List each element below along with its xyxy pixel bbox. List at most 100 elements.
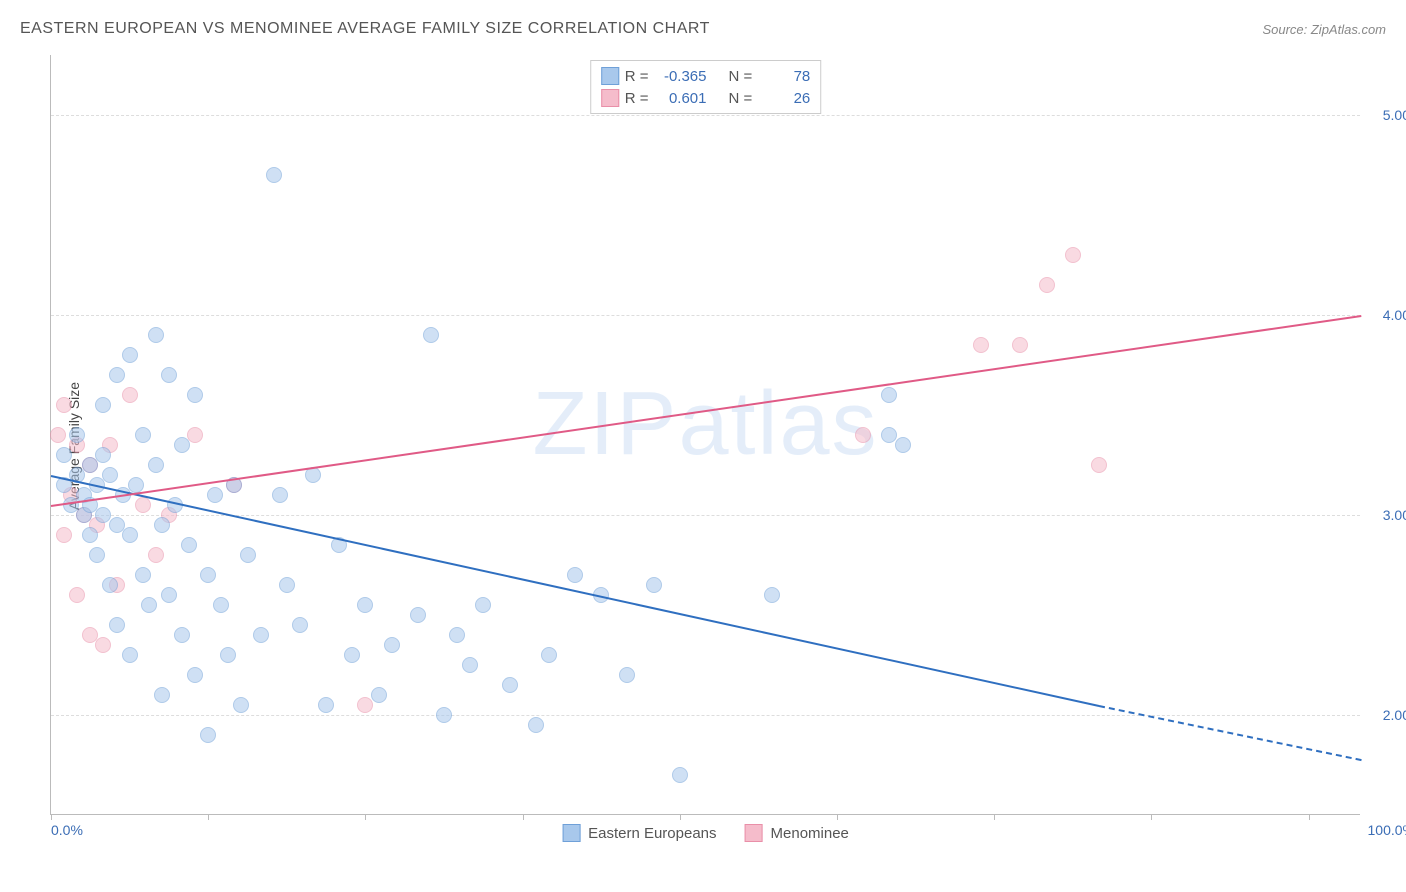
pink-point	[95, 637, 111, 653]
blue-point	[646, 577, 662, 593]
blue-point	[672, 767, 688, 783]
blue-point	[423, 327, 439, 343]
x-tick-max: 100.0%	[1368, 822, 1406, 838]
n-value-pink: 26	[760, 90, 810, 107]
chart-title: EASTERN EUROPEAN VS MENOMINEE AVERAGE FA…	[20, 20, 710, 38]
pink-point	[1065, 247, 1081, 263]
pink-point	[50, 427, 66, 443]
blue-point	[122, 527, 138, 543]
correlation-legend: R = -0.365 N = 78 R = 0.601 N = 26	[590, 60, 822, 114]
x-tick-mark	[51, 814, 52, 820]
series-legend: Eastern Europeans Menominee	[562, 824, 849, 842]
blue-point	[528, 717, 544, 733]
gridline	[51, 315, 1360, 316]
blue-point	[161, 367, 177, 383]
correlation-row-blue: R = -0.365 N = 78	[601, 65, 811, 87]
pink-point	[56, 527, 72, 543]
pink-point	[1012, 337, 1028, 353]
blue-point	[122, 647, 138, 663]
blue-point	[82, 527, 98, 543]
blue-point	[154, 517, 170, 533]
watermark: ZIPatlas	[532, 373, 878, 476]
blue-point	[135, 427, 151, 443]
blue-point	[213, 597, 229, 613]
blue-point	[141, 597, 157, 613]
blue-point	[220, 647, 236, 663]
r-label: R =	[625, 90, 649, 107]
x-tick-mark	[523, 814, 524, 820]
blue-point	[253, 627, 269, 643]
x-tick-min: 0.0%	[51, 822, 83, 838]
blue-point	[200, 727, 216, 743]
blue-point	[502, 677, 518, 693]
pink-point	[973, 337, 989, 353]
blue-point	[240, 547, 256, 563]
blue-point	[154, 687, 170, 703]
pink-point	[855, 427, 871, 443]
blue-point	[95, 447, 111, 463]
blue-point	[200, 567, 216, 583]
swatch-pink-icon	[745, 824, 763, 842]
blue-point	[174, 437, 190, 453]
source-attribution: Source: ZipAtlas.com	[1262, 22, 1386, 37]
y-tick-label: 3.00	[1365, 507, 1406, 523]
blue-point	[462, 657, 478, 673]
pink-point	[1039, 277, 1055, 293]
n-label: N =	[729, 68, 753, 85]
blue-point	[410, 607, 426, 623]
scatter-plot: ZIPatlas R = -0.365 N = 78 R = 0.601 N =…	[50, 55, 1360, 815]
swatch-blue-icon	[601, 67, 619, 85]
legend-label-pink: Menominee	[771, 825, 849, 842]
blue-point	[148, 457, 164, 473]
blue-point	[344, 647, 360, 663]
pink-point	[69, 587, 85, 603]
blue-point	[102, 467, 118, 483]
y-tick-label: 5.00	[1365, 107, 1406, 123]
x-tick-mark	[365, 814, 366, 820]
blue-point	[174, 627, 190, 643]
pink-point	[56, 397, 72, 413]
blue-point	[318, 697, 334, 713]
x-tick-mark	[837, 814, 838, 820]
gridline	[51, 715, 1360, 716]
blue-point	[148, 327, 164, 343]
legend-label-blue: Eastern Europeans	[588, 825, 716, 842]
y-tick-label: 4.00	[1365, 307, 1406, 323]
legend-item-blue: Eastern Europeans	[562, 824, 716, 842]
blue-point	[102, 577, 118, 593]
blue-point	[109, 617, 125, 633]
blue-point	[89, 547, 105, 563]
x-tick-mark	[680, 814, 681, 820]
y-tick-label: 2.00	[1365, 707, 1406, 723]
blue-point	[357, 597, 373, 613]
blue-point	[95, 397, 111, 413]
blue-point	[449, 627, 465, 643]
blue-point	[764, 587, 780, 603]
swatch-blue-icon	[562, 824, 580, 842]
pink-trend-line	[51, 315, 1361, 507]
blue-trend-extrapolation	[1099, 705, 1361, 761]
x-tick-mark	[994, 814, 995, 820]
r-label: R =	[625, 68, 649, 85]
blue-point	[181, 537, 197, 553]
blue-point	[187, 387, 203, 403]
blue-point	[541, 647, 557, 663]
r-value-blue: -0.365	[657, 68, 707, 85]
pink-point	[122, 387, 138, 403]
gridline	[51, 115, 1360, 116]
correlation-row-pink: R = 0.601 N = 26	[601, 87, 811, 109]
x-tick-mark	[1309, 814, 1310, 820]
blue-point	[109, 367, 125, 383]
blue-point	[207, 487, 223, 503]
blue-point	[187, 667, 203, 683]
legend-item-pink: Menominee	[745, 824, 849, 842]
blue-point	[384, 637, 400, 653]
x-tick-mark	[208, 814, 209, 820]
blue-point	[371, 687, 387, 703]
blue-point	[881, 387, 897, 403]
pink-point	[1091, 457, 1107, 473]
blue-point	[292, 617, 308, 633]
n-value-blue: 78	[760, 68, 810, 85]
blue-point	[619, 667, 635, 683]
blue-trend-line	[51, 475, 1099, 707]
